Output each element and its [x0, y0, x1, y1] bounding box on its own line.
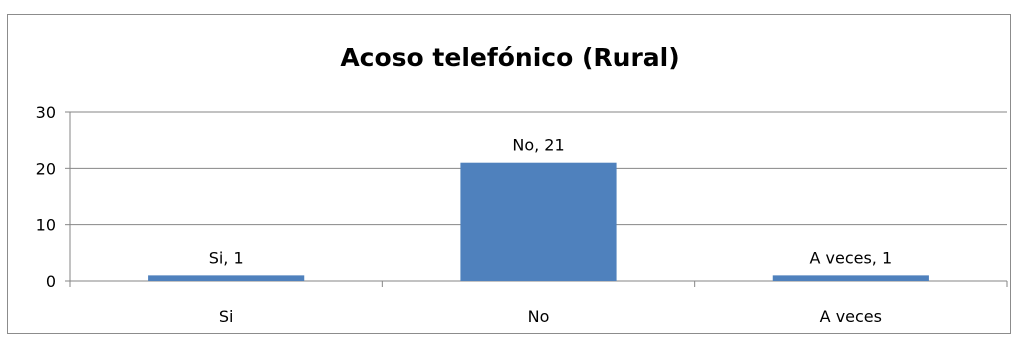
data-label: No, 21 — [512, 136, 564, 155]
data-label: A veces, 1 — [809, 248, 892, 267]
bars — [148, 162, 929, 281]
labels: 0 10 20 30 Si, 1 Si No, 21 No A veces, 1 A veces — [36, 103, 893, 326]
x-tick-label: A veces — [820, 307, 882, 326]
y-tick-label: 10 — [36, 216, 56, 235]
bar-no — [460, 162, 617, 281]
y-tick-label: 20 — [36, 159, 56, 178]
x-tick-label: No — [528, 307, 550, 326]
y-tick-label: 30 — [36, 103, 56, 122]
bar-a-veces — [772, 275, 929, 281]
data-label: Si, 1 — [209, 248, 244, 267]
y-tick-label: 0 — [46, 272, 56, 291]
chart-title: Acoso telefónico (Rural) — [340, 43, 680, 72]
x-tick-label: Si — [219, 307, 234, 326]
bar-si — [148, 275, 305, 281]
